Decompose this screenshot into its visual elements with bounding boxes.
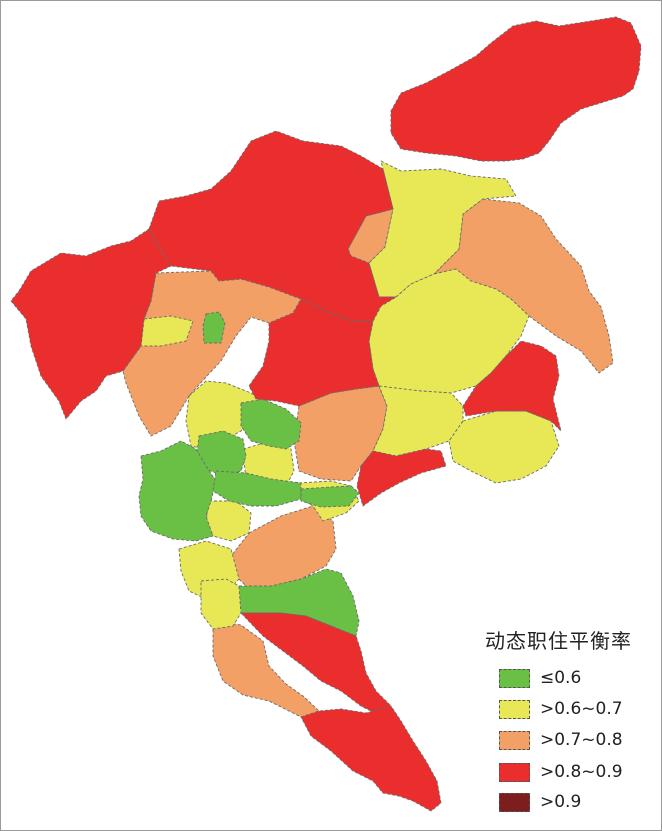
region-orange-east xyxy=(433,198,614,374)
region-yellow-east-lower xyxy=(372,385,464,457)
legend-swatch xyxy=(499,730,530,750)
legend-item: >0.7~0.8 xyxy=(499,729,623,751)
region-orange-west xyxy=(122,270,302,437)
region-yellow-far-east xyxy=(448,410,560,484)
region-green-core-east xyxy=(212,470,302,507)
region-green-west-core xyxy=(138,440,217,542)
map-legend: 动态职住平衡率 ≤0.6 >0.6~0.7 >0.7~0.8 >0.8~0.9 … xyxy=(485,621,655,821)
region-red-east-river xyxy=(356,448,447,507)
region-green-center xyxy=(196,430,247,477)
region-yellow-mid-small xyxy=(205,500,252,542)
region-red-north xyxy=(148,130,397,322)
legend-swatch xyxy=(499,668,530,688)
region-red-south-upper xyxy=(240,612,392,717)
legend-label: ≤0.6 xyxy=(540,668,582,688)
legend-label: >0.8~0.9 xyxy=(540,762,623,782)
legend-swatch xyxy=(499,762,530,782)
region-green-south xyxy=(238,568,360,637)
legend-item: >0.9 xyxy=(499,791,581,813)
region-red-south-tip xyxy=(300,705,442,812)
legend-item: ≤0.6 xyxy=(499,667,581,689)
legend-swatch xyxy=(499,792,530,812)
region-green-river-east xyxy=(300,485,360,508)
region-yellow-south xyxy=(200,578,242,630)
legend-label: >0.6~0.7 xyxy=(540,699,623,719)
region-yellow-northeast xyxy=(368,160,517,298)
region-red-northeast xyxy=(390,16,642,162)
region-green-center-north xyxy=(240,398,302,450)
legend-swatch xyxy=(499,699,530,719)
region-red-east-pocket xyxy=(462,340,562,432)
region-red-northwest xyxy=(10,228,172,420)
region-red-central xyxy=(248,298,380,407)
region-yellow-small-west xyxy=(140,315,194,347)
legend-item: >0.8~0.9 xyxy=(499,761,623,783)
legend-label: >0.9 xyxy=(540,792,582,812)
legend-item: >0.6~0.7 xyxy=(499,698,623,720)
legend-label: >0.7~0.8 xyxy=(540,730,623,750)
legend-title: 动态职住平衡率 xyxy=(485,629,632,653)
region-green-small-north xyxy=(202,311,226,344)
region-orange-south-west xyxy=(212,620,320,718)
